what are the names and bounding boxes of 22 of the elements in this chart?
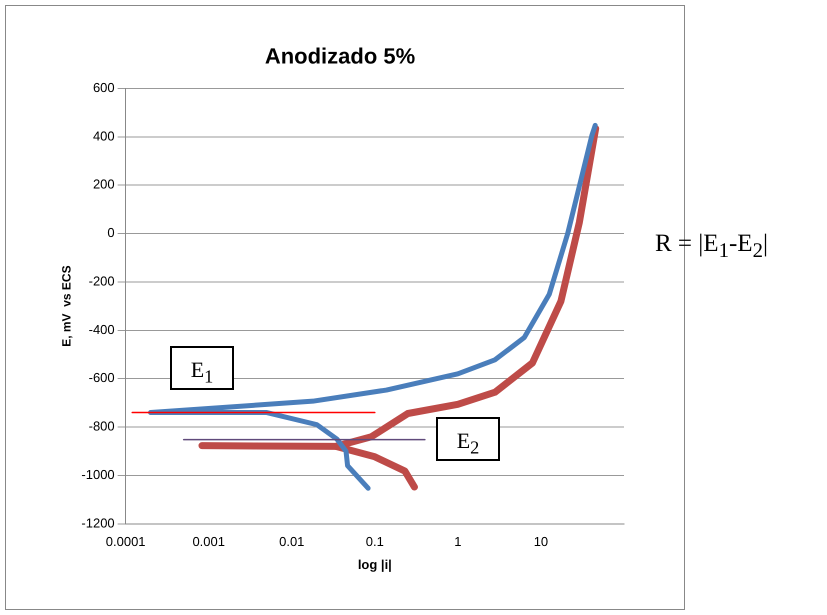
y-tick-label: 600 [92,80,115,95]
text: R = |E$_{1}$-E$_{2}$| [655,230,768,263]
y-tick-label: 0 [107,225,115,240]
y-tick-label: -600 [88,370,115,386]
x-tick-label: 0.1 [366,534,384,550]
annotation: E$_{2}$ [436,417,500,461]
y-tick-label: -400 [88,322,115,337]
x-tick-label: 0.0001 [106,534,146,550]
y-tick-label: -1200 [81,515,115,530]
x-tick-label: 1 [454,534,462,550]
y-tick-label: 400 [92,128,115,144]
chart-title: Anodizado 5% [264,43,416,68]
x-tick-label: 0.001 [192,534,225,550]
y-tick-label: -200 [88,273,115,288]
y-tick-label: -800 [88,418,115,434]
x-tick-label: 0.01 [279,534,304,550]
y-tick-label: -1000 [81,467,115,482]
x-tick-label: 10 [534,534,548,550]
y-tick-label: 200 [92,176,115,192]
y-axis-title: E, mV vs ECS [60,265,74,347]
x-axis-title: log |i| [358,556,392,572]
annotation: E$_{1}$ [170,346,234,390]
